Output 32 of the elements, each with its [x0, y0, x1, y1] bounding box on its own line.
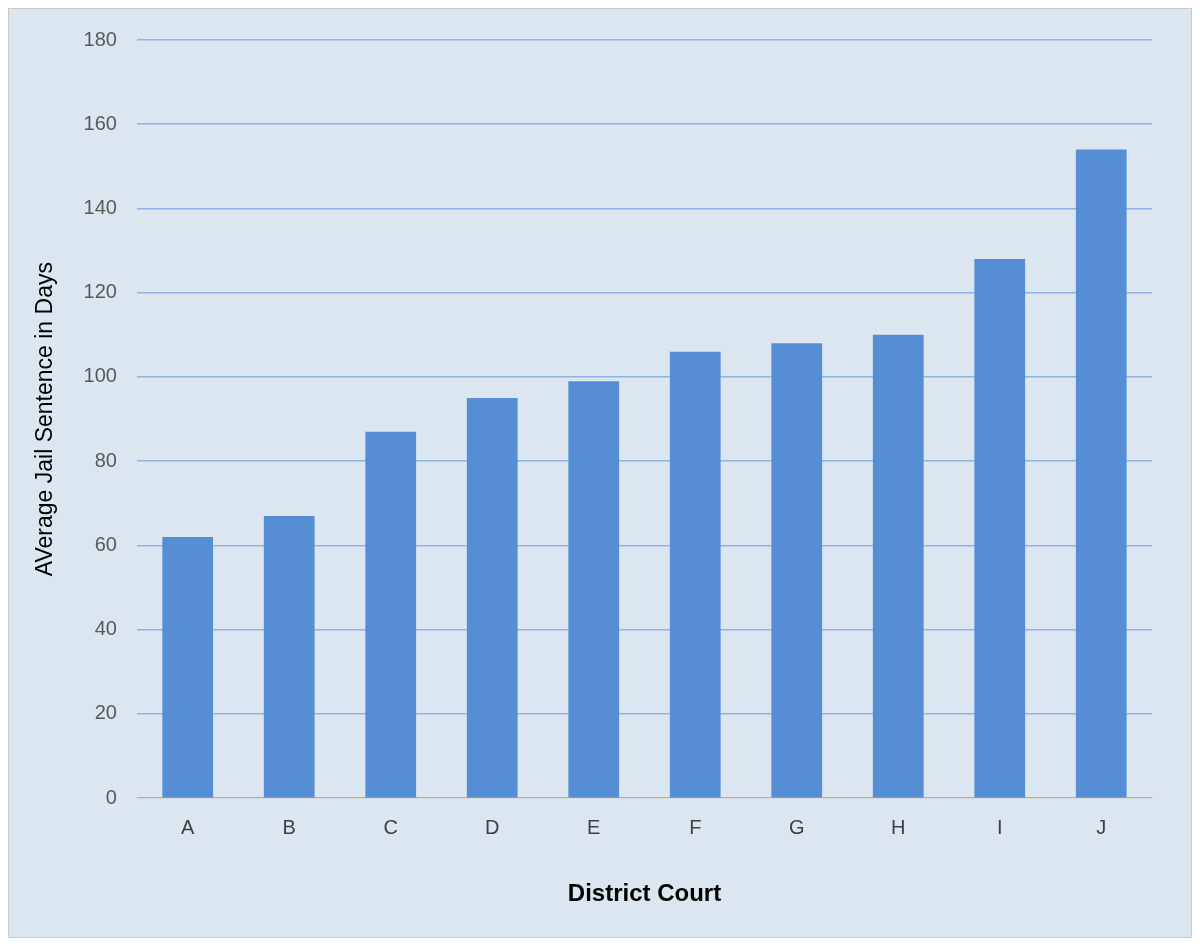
y-tick-label: 0 [105, 785, 117, 808]
x-tick-label: E [587, 815, 601, 838]
y-tick-label: 180 [83, 27, 117, 50]
bar [1075, 149, 1127, 798]
y-tick-label: 120 [83, 280, 117, 303]
y-tick-label: 40 [94, 617, 117, 640]
bar [162, 537, 214, 798]
bar [568, 381, 620, 798]
bar [974, 259, 1026, 798]
x-tick-label: A [181, 815, 196, 838]
x-tick-label: C [383, 815, 398, 838]
y-tick-label: 140 [83, 196, 117, 218]
x-axis-title: District Court [567, 879, 722, 907]
bar [466, 398, 518, 798]
x-tick-label: D [485, 815, 500, 838]
bar [365, 431, 417, 798]
y-tick-label: 100 [83, 364, 117, 387]
bar [771, 343, 823, 798]
x-tick-label: I [996, 815, 1003, 838]
y-tick-label: 160 [83, 111, 117, 134]
y-tick-label: 20 [94, 701, 117, 724]
y-tick-label: 60 [94, 532, 117, 555]
x-tick-label: F [689, 815, 702, 838]
bar [872, 334, 924, 798]
x-tick-label: J [1096, 815, 1107, 838]
y-tick-label: 80 [94, 448, 117, 471]
x-tick-label: H [891, 815, 906, 838]
y-axis-title: AVerage Jail Sentence in Days [31, 262, 58, 577]
x-tick-label: B [282, 815, 296, 838]
x-tick-label: G [788, 815, 805, 838]
bar [669, 351, 721, 798]
bar [263, 515, 315, 798]
